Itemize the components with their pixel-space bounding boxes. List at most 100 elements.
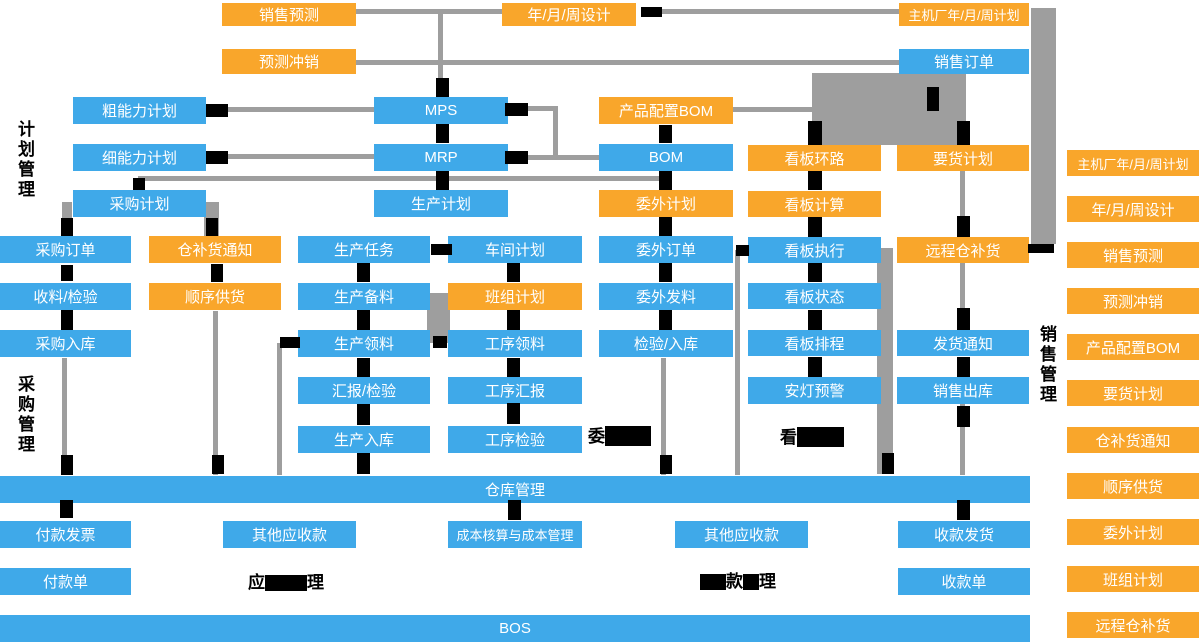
node-rc-product-config-bom: 产品配置BOM [1067, 334, 1199, 360]
connector-arrow [357, 404, 370, 425]
connector-arrow [61, 218, 73, 236]
node-receive-inspect: 收料/检验 [0, 283, 131, 310]
connector-arrow [507, 403, 520, 424]
node-payment-invoice: 付款发票 [0, 521, 131, 548]
connector-arrow [61, 265, 73, 281]
node-rc-year-month-week-design: 年/月/周设计 [1067, 196, 1199, 222]
side-label-sales-mgmt: 销售管理 [1037, 325, 1056, 405]
connector-arrow [133, 178, 145, 190]
node-rc-forecast-writeoff: 预测冲销 [1067, 288, 1199, 314]
node-warehouse-mgmt-bar: 仓库管理 [0, 476, 1030, 503]
node-remote-warehouse-replenish: 远程仓补货 [897, 237, 1029, 263]
connector-line [661, 358, 666, 475]
connector-line [506, 155, 599, 160]
connector-arrow [507, 263, 520, 282]
connector-line [662, 9, 899, 14]
connector-line [960, 404, 965, 475]
redacted-block [700, 573, 726, 590]
node-other-receivables-left: 其他应收款 [223, 521, 356, 548]
connector-line [733, 107, 813, 112]
connector-line [206, 107, 374, 112]
node-delivery-request-plan: 要货计划 [897, 145, 1029, 171]
connector-arrow [431, 244, 452, 255]
connector-line [735, 250, 740, 475]
side-label-plan-mgmt: 计划管理 [15, 120, 34, 200]
node-production-task: 生产任务 [298, 236, 430, 263]
node-oem-year-month-week-plan: 主机厂年/月/周计划 [899, 3, 1029, 26]
node-rc-oem-plan: 主机厂年/月/周计划 [1067, 150, 1199, 176]
node-bom: BOM [599, 144, 733, 171]
node-rc-remote-warehouse-replenish: 远程仓补货 [1067, 612, 1199, 638]
connector-line [427, 293, 450, 343]
node-sales-forecast: 销售预测 [222, 3, 356, 26]
node-sales-outbound: 销售出库 [897, 377, 1029, 404]
node-fine-capacity-plan: 细能力计划 [73, 144, 206, 171]
connector-arrow [660, 455, 672, 474]
node-kanban-exec: 看板执行 [748, 237, 881, 263]
connector-arrow [206, 218, 218, 236]
connector-line [812, 73, 966, 145]
node-rc-delivery-request-plan: 要货计划 [1067, 380, 1199, 406]
connector-arrow [808, 171, 822, 190]
node-kanban-status: 看板状态 [748, 283, 881, 309]
connector-arrow [61, 455, 73, 475]
node-cost-accounting: 成本核算与成本管理 [448, 521, 582, 548]
connector-line [356, 9, 502, 14]
connector-arrow [436, 171, 449, 190]
connector-arrow [957, 216, 970, 237]
connector-arrow [736, 245, 749, 256]
connector-arrow [507, 358, 520, 377]
connector-arrow [433, 336, 447, 348]
section-label-text: 理 [307, 573, 324, 592]
side-label-purchase-mgmt: 采购管理 [15, 375, 34, 455]
connector-arrow [957, 357, 970, 377]
connector-arrow [61, 310, 73, 330]
connector-arrow [641, 7, 662, 17]
connector-arrow [505, 103, 528, 116]
node-report-inspect: 汇报/检验 [298, 377, 430, 404]
node-kanban-calc: 看板计算 [748, 191, 881, 217]
node-production-plan: 生产计划 [374, 190, 508, 217]
node-workshop-plan: 车间计划 [448, 236, 582, 263]
node-bos-bar: BOS [0, 615, 1030, 642]
connector-arrow [357, 358, 370, 377]
connector-line [506, 106, 558, 111]
section-label-payables-mgmt: 应理 [248, 574, 324, 591]
connector-arrow [436, 124, 449, 143]
connector-line [553, 106, 558, 158]
node-rc-outsourcing-plan: 委外计划 [1067, 519, 1199, 545]
node-outsourcing-material-issue: 委外发料 [599, 283, 733, 310]
node-rough-capacity-plan: 粗能力计划 [73, 97, 206, 124]
node-process-report: 工序汇报 [448, 377, 582, 404]
node-team-plan: 班组计划 [448, 283, 582, 310]
connector-line [277, 343, 282, 475]
connector-line [960, 171, 965, 237]
node-purchase-plan: 采购计划 [73, 190, 206, 217]
node-rc-warehouse-replenish-notice: 仓补货通知 [1067, 427, 1199, 453]
redacted-block [743, 573, 759, 590]
node-payment-slip: 付款单 [0, 568, 131, 595]
connector-arrow [280, 337, 300, 348]
node-outsourcing-plan: 委外计划 [599, 190, 733, 217]
connector-arrow [60, 500, 73, 518]
node-production-material-prep: 生产备料 [298, 283, 430, 310]
connector-arrow [212, 455, 224, 474]
section-label-text: 看 [780, 427, 797, 447]
connector-arrow [505, 151, 528, 164]
connector-arrow [808, 121, 822, 145]
connector-arrow [659, 217, 672, 236]
connector-arrow [659, 263, 672, 282]
connector-line [213, 311, 218, 475]
connector-arrow [436, 78, 449, 97]
connector-arrow [957, 121, 970, 145]
redacted-block [605, 426, 651, 446]
node-year-month-week-design: 年/月/周设计 [502, 3, 636, 26]
connector-arrow [659, 125, 672, 143]
connector-line [1031, 8, 1056, 244]
node-mps: MPS [374, 97, 508, 124]
connector-arrow [957, 500, 970, 520]
connector-arrow [957, 406, 970, 427]
node-andon-warning: 安灯预警 [748, 377, 881, 404]
section-label-text: 应 [248, 573, 265, 592]
